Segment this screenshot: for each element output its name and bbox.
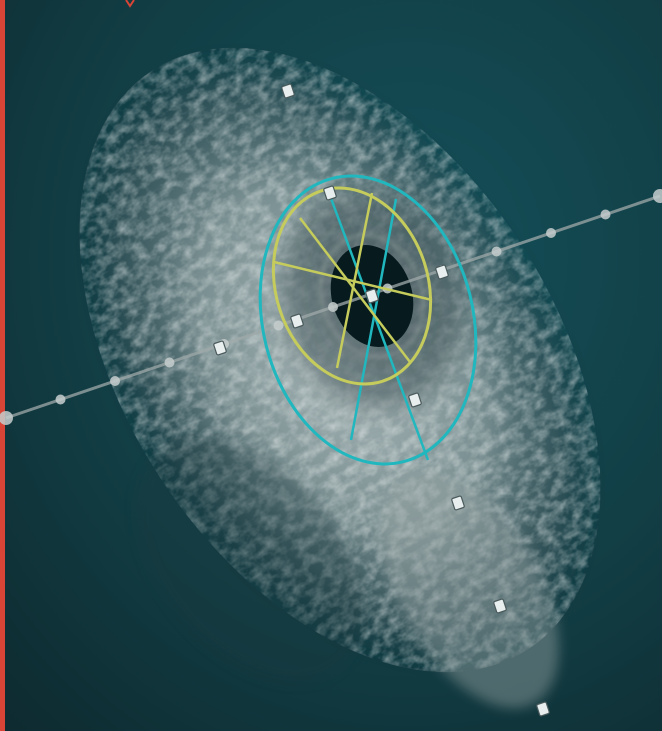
contour-handle[interactable] [536,701,550,717]
guide-line-marker [110,376,120,386]
lumen-contour [271,186,433,386]
vessel-contour [258,174,478,466]
contour-handles[interactable] [213,83,550,717]
guide-line-marker [328,302,338,312]
guide-line-marker [600,209,611,220]
lumen-diameter-line-2 [335,192,374,369]
contour-handle[interactable] [281,83,295,99]
guide-line-marker [491,246,502,257]
contour-handle[interactable] [323,185,337,201]
contour-handle[interactable] [290,313,304,329]
guide-line-marker [546,228,556,238]
guide-line-marker [55,394,66,405]
contour-handle[interactable] [365,288,379,304]
contour-handle[interactable] [408,392,422,408]
vessel-diameter-line-2 [349,198,398,441]
guide-line-marker [0,411,13,425]
top-edge-marker [125,0,135,8]
contour-handle[interactable] [435,264,449,280]
guide-line-marker [273,320,284,331]
lumen-diameter-line-3 [299,217,411,363]
guide-line-marker [164,357,175,368]
left-edge-marker [0,0,5,731]
vessel-diameter-line-1 [327,192,430,461]
guide-line-marker [653,189,662,203]
lumen-diameter-line-1 [273,260,433,302]
contour-handle[interactable] [493,598,507,614]
contour-handle[interactable] [451,495,465,511]
contour-handle[interactable] [213,340,227,356]
